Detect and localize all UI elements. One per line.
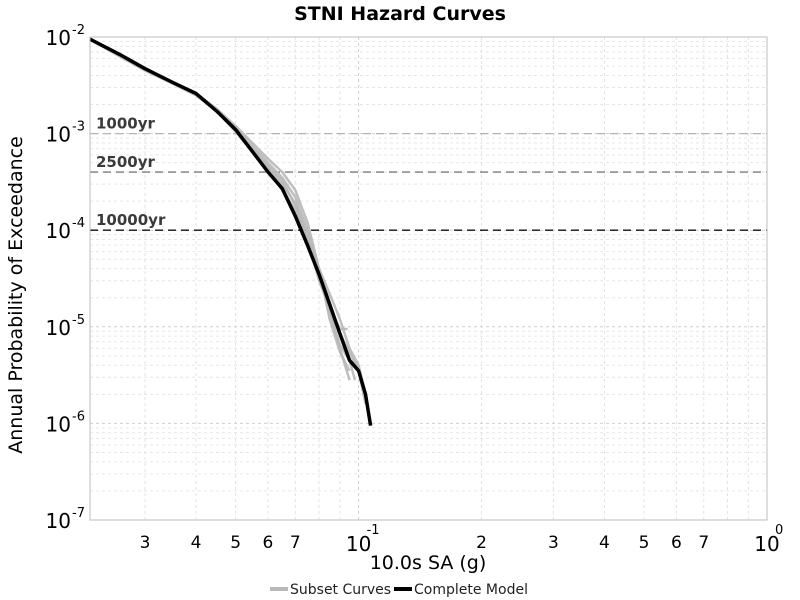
subset-curve-3 xyxy=(89,38,351,372)
x-tick-label: 3 xyxy=(548,533,559,553)
grid xyxy=(90,37,767,521)
y-tick-exponent: -6 xyxy=(72,409,85,424)
x-tick-label: 5 xyxy=(230,533,241,553)
x-major-tick-exponent: -1 xyxy=(367,523,380,538)
chart-title: STNI Hazard Curves xyxy=(294,3,506,25)
x-tick-label: 6 xyxy=(263,533,274,553)
x-tick-label: 5 xyxy=(639,533,650,553)
y-tick-exponent: -4 xyxy=(72,216,85,231)
series-lines xyxy=(89,37,373,426)
subset-curve-2 xyxy=(89,38,351,381)
legend-label-subset: Subset Curves xyxy=(290,582,391,598)
reference-label-10000yr: 10000yr xyxy=(96,211,166,229)
x-tick-label: 7 xyxy=(290,533,301,553)
y-tick-exponent: -7 xyxy=(72,506,85,521)
x-tick-label: 3 xyxy=(140,533,151,553)
x-major-tick-label: 10 xyxy=(754,532,779,556)
y-tick-label: 10 xyxy=(46,123,71,147)
y-tick-label: 10 xyxy=(46,509,71,533)
x-tick-label: 4 xyxy=(191,533,202,553)
y-tick-exponent: -3 xyxy=(72,120,85,135)
x-major-tick-label: 10 xyxy=(346,532,371,556)
subset-curve-4 xyxy=(89,38,357,381)
x-tick-label: 4 xyxy=(599,533,610,553)
complete-model-curve xyxy=(89,37,373,426)
y-tick-exponent: -5 xyxy=(72,313,85,328)
y-tick-exponent: -2 xyxy=(72,23,85,38)
plot-area-frame xyxy=(89,36,768,521)
reference-lines: 1000yr 2500yr 10000yr xyxy=(90,115,767,231)
legend: Subset Curves Complete Model xyxy=(270,582,528,598)
y-tick-label: 10 xyxy=(46,219,71,243)
y-axis-ticks: 10-210-310-410-510-610-7 xyxy=(46,23,85,533)
legend-label-complete: Complete Model xyxy=(414,582,528,598)
reference-label-2500yr: 2500yr xyxy=(96,153,156,171)
x-major-tick-exponent: 0 xyxy=(775,523,783,538)
x-tick-label: 2 xyxy=(476,533,487,553)
y-tick-label: 10 xyxy=(46,26,71,50)
y-tick-label: 10 xyxy=(46,316,71,340)
x-tick-label: 7 xyxy=(698,533,709,553)
y-tick-label: 10 xyxy=(46,412,71,436)
y-axis-label: Annual Probability of Exceedance xyxy=(5,136,27,454)
reference-label-1000yr: 1000yr xyxy=(96,115,156,133)
x-tick-label: 6 xyxy=(671,533,682,553)
x-axis-label: 10.0s SA (g) xyxy=(370,552,487,574)
